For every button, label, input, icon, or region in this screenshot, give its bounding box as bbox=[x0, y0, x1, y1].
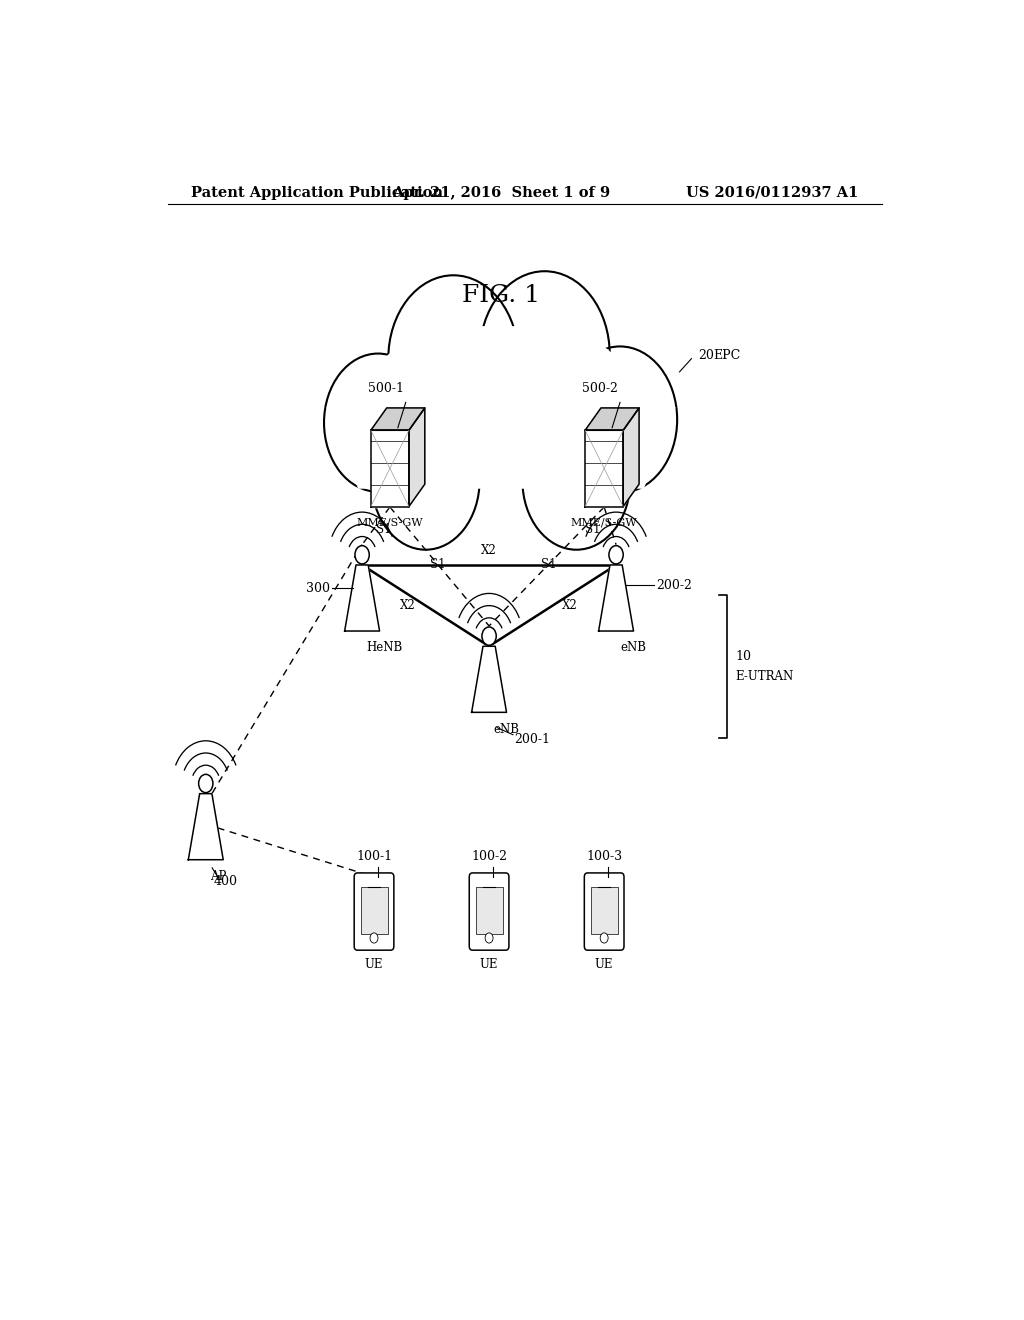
Text: 500-1: 500-1 bbox=[368, 383, 403, 395]
Circle shape bbox=[482, 627, 497, 645]
Text: X2: X2 bbox=[400, 599, 416, 612]
Text: 500-2: 500-2 bbox=[583, 383, 618, 395]
Polygon shape bbox=[188, 793, 223, 859]
Polygon shape bbox=[327, 326, 676, 488]
Circle shape bbox=[522, 412, 631, 549]
Text: UE: UE bbox=[595, 958, 613, 972]
Circle shape bbox=[370, 933, 378, 942]
Polygon shape bbox=[345, 565, 380, 631]
Bar bbox=[475, 887, 503, 933]
Text: EPC: EPC bbox=[714, 348, 741, 362]
Circle shape bbox=[609, 545, 624, 564]
Polygon shape bbox=[624, 408, 639, 507]
Text: MME/S-GW: MME/S-GW bbox=[570, 517, 638, 527]
Text: 300: 300 bbox=[306, 582, 331, 595]
Text: US 2016/0112937 A1: US 2016/0112937 A1 bbox=[686, 186, 858, 199]
Text: MME/S-GW: MME/S-GW bbox=[356, 517, 423, 527]
Text: UE: UE bbox=[365, 958, 383, 972]
Text: 10: 10 bbox=[735, 649, 752, 663]
Text: S1: S1 bbox=[585, 523, 600, 536]
Text: FIG. 1: FIG. 1 bbox=[462, 284, 540, 308]
Text: 200-1: 200-1 bbox=[514, 733, 551, 746]
Text: 200-2: 200-2 bbox=[655, 578, 691, 591]
Circle shape bbox=[563, 346, 677, 492]
Text: 400: 400 bbox=[214, 875, 238, 888]
Text: 20: 20 bbox=[697, 348, 714, 362]
Text: X2: X2 bbox=[481, 544, 497, 557]
Text: eNB: eNB bbox=[494, 722, 519, 735]
Text: Apr. 21, 2016  Sheet 1 of 9: Apr. 21, 2016 Sheet 1 of 9 bbox=[392, 186, 610, 199]
Text: Patent Application Publication: Patent Application Publication bbox=[191, 186, 443, 199]
Bar bbox=[360, 887, 387, 933]
Text: 100-2: 100-2 bbox=[471, 850, 507, 863]
Text: 100-1: 100-1 bbox=[356, 850, 392, 863]
Text: 100-3: 100-3 bbox=[586, 850, 623, 863]
Text: S1: S1 bbox=[541, 558, 556, 572]
Polygon shape bbox=[371, 408, 425, 430]
Bar bbox=[591, 887, 617, 933]
Text: E-UTRAN: E-UTRAN bbox=[735, 671, 794, 684]
Circle shape bbox=[324, 354, 432, 492]
Polygon shape bbox=[371, 430, 409, 507]
Polygon shape bbox=[585, 430, 624, 507]
Polygon shape bbox=[585, 408, 639, 430]
Text: S1: S1 bbox=[430, 558, 445, 572]
Circle shape bbox=[600, 933, 608, 942]
Circle shape bbox=[372, 412, 479, 549]
Circle shape bbox=[355, 545, 370, 564]
FancyBboxPatch shape bbox=[469, 873, 509, 950]
FancyBboxPatch shape bbox=[585, 873, 624, 950]
Text: X2: X2 bbox=[562, 599, 578, 612]
Circle shape bbox=[388, 276, 518, 442]
Text: eNB: eNB bbox=[620, 642, 646, 655]
Circle shape bbox=[199, 775, 213, 792]
Text: HeNB: HeNB bbox=[367, 642, 402, 655]
Polygon shape bbox=[472, 647, 507, 713]
Circle shape bbox=[479, 271, 609, 438]
Circle shape bbox=[485, 933, 494, 942]
Polygon shape bbox=[409, 408, 425, 507]
Text: S1: S1 bbox=[377, 523, 392, 536]
FancyBboxPatch shape bbox=[354, 873, 394, 950]
Polygon shape bbox=[599, 565, 634, 631]
Text: UE: UE bbox=[480, 958, 499, 972]
Text: AP: AP bbox=[210, 870, 226, 883]
